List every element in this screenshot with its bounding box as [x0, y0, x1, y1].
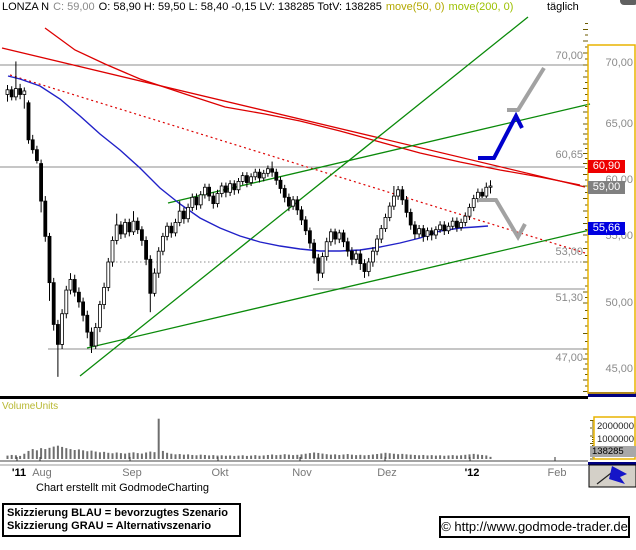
tool-panel-top-bar — [588, 462, 636, 465]
trendline-red-solid[interactable] — [1, 47, 586, 188]
level-label: 47,00 — [555, 352, 583, 364]
volume-bars-group — [6, 418, 492, 459]
window-corner-handle[interactable] — [620, 0, 636, 5]
volume-pane-title: VolumeUnits — [2, 401, 59, 412]
quote-header: LONZA N C: 59,00 O: 58,90 H: 59,50 L: 58,4… — [2, 1, 517, 13]
price-axis-frame — [587, 44, 636, 394]
level-label: 51,30 — [555, 292, 583, 304]
month-label-11[interactable]: '11 — [11, 467, 27, 479]
ma-slow-label: move(200, 0) — [448, 1, 514, 13]
channel-green-lower[interactable] — [86, 229, 591, 349]
volume-badge: 138285 — [590, 446, 636, 457]
credit-text: Chart erstellt mit GodmodeCharting — [36, 482, 210, 494]
trendline-red-dotted[interactable] — [9, 74, 586, 254]
month-label-12[interactable]: '12 — [464, 467, 480, 479]
month-label-Sep[interactable]: Sep — [122, 467, 142, 479]
level-label: 60,65 — [555, 149, 583, 161]
price-badge-55_66: 55,66 — [588, 222, 625, 235]
close-value: C: 59,00 — [53, 1, 95, 13]
legend-line-blue: Skizzierung BLAU = bevorzugtes Szenario — [7, 507, 228, 519]
price-axis-label: 70,00 — [605, 57, 633, 69]
month-label-Okt[interactable]: Okt — [211, 467, 229, 479]
scenario-legend-box: Skizzierung BLAU = bevorzugtes Szenario … — [2, 503, 241, 537]
ma-200-red[interactable] — [44, 27, 581, 186]
price-badge-60_90: 60,90 — [588, 160, 625, 173]
price-axis-label: 50,00 — [605, 297, 633, 309]
month-label-Dez[interactable]: Dez — [377, 467, 397, 479]
volume-axis-frame — [593, 416, 636, 460]
sketch-blue-preferred[interactable] — [478, 111, 524, 160]
sketch-gray-alt-down[interactable] — [478, 198, 527, 242]
ma-50-blue[interactable] — [7, 75, 489, 252]
price-badge-59_00: 59,00 — [588, 181, 625, 194]
sketch-gray-alt-up[interactable] — [507, 66, 546, 112]
price-axis-label: 65,00 — [605, 118, 633, 130]
volume-axis-label: 2000000 — [597, 421, 634, 432]
candles-group — [5, 61, 493, 377]
level-label: 53,00 — [555, 246, 583, 258]
ma-fast-label: move(50, 0) — [385, 1, 445, 13]
month-label-Feb[interactable]: Feb — [547, 467, 567, 479]
copyright-box[interactable]: © http://www.godmode-trader.de — [439, 516, 630, 538]
price-axis-label: 45,00 — [605, 363, 633, 375]
volume-axis-label: 1000000 — [597, 434, 634, 445]
brush-icon[interactable] — [609, 466, 627, 484]
level-label: 70,00 — [555, 50, 583, 62]
legend-line-gray: Skizzierung GRAU = Alternativszenario — [7, 520, 212, 532]
ohlc-values: O: 58,90 H: 59,50 L: 58,40 -0,15 LV: 138… — [98, 1, 382, 13]
axis-bottom-bar — [588, 392, 636, 397]
pane-separator — [0, 396, 588, 399]
month-label-Nov[interactable]: Nov — [292, 467, 312, 479]
timeframe-label[interactable]: täglich — [547, 1, 579, 13]
copyright-url[interactable]: © http://www.godmode-trader.de — [441, 519, 628, 534]
symbol-name: LONZA N — [2, 1, 50, 13]
month-label-Aug[interactable]: Aug — [32, 467, 52, 479]
trendline-green-steep[interactable] — [79, 16, 529, 377]
time-axis-ticks — [16, 457, 556, 461]
price-axis-ticks — [583, 22, 588, 392]
